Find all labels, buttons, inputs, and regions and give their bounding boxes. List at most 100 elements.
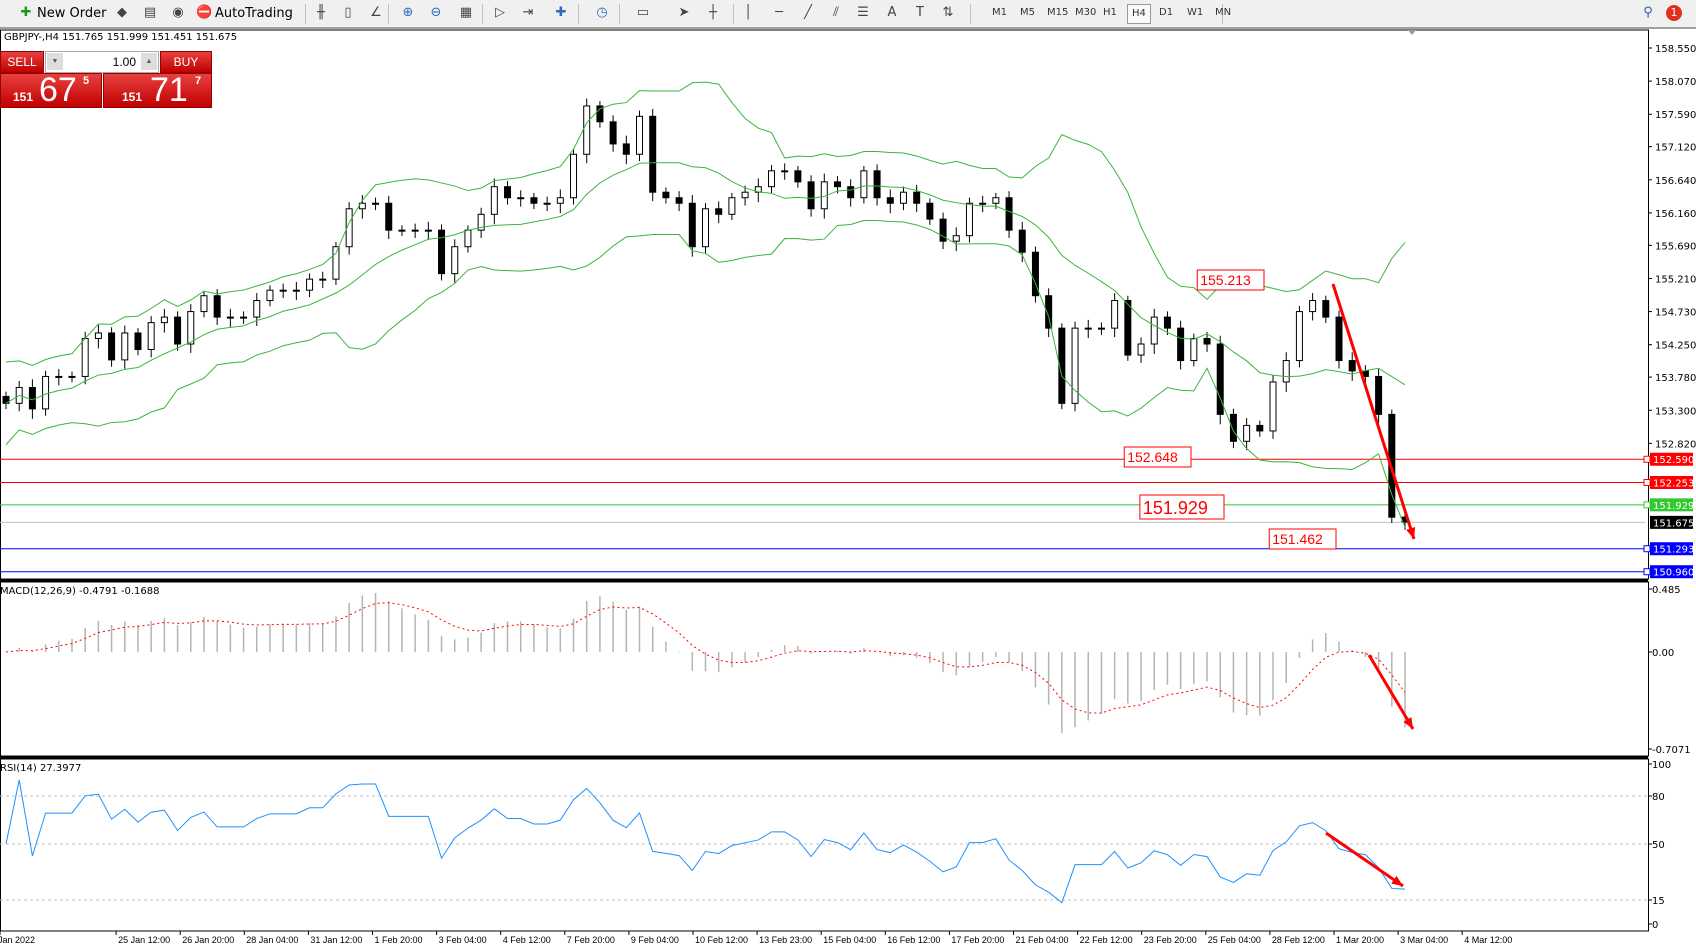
candle (438, 224, 446, 281)
price-line-label: 152.253 (1653, 478, 1694, 489)
fibonacci-button[interactable]: ☰ (855, 3, 874, 23)
bull-candle-body (424, 229, 432, 232)
bear-candle-body (134, 332, 142, 351)
timeframe-d1[interactable]: D1 (1159, 7, 1174, 18)
bull-candle-body (160, 316, 168, 324)
timeframe-m1[interactable]: M1 (992, 7, 1007, 18)
notifications-button[interactable]: 1 (1666, 3, 1682, 23)
timeframe-m5[interactable]: M5 (1020, 7, 1035, 18)
sell-price[interactable]: 151 67 5 (0, 71, 102, 109)
date-label: 25 Feb 04:00 (1208, 935, 1261, 945)
templates-button[interactable]: ▭ (635, 3, 654, 23)
candle (504, 180, 512, 205)
new-order-button[interactable]: ✚ New Order (18, 3, 107, 23)
bar-chart-button[interactable]: ╫ (313, 3, 332, 23)
periods-button[interactable]: ◷ (594, 3, 613, 23)
bull-candle-body (147, 322, 155, 351)
cursor-button[interactable]: ➤ (676, 3, 695, 23)
candle (741, 185, 749, 206)
bear-candle-body (833, 181, 841, 188)
candlestick-button[interactable]: ▯ (340, 3, 359, 23)
price-tick-label: 153.780 (1655, 373, 1696, 384)
search-button[interactable]: ⚲ (1640, 3, 1659, 23)
vertical-line-button[interactable]: │ (740, 3, 759, 23)
market-watch-button[interactable]: ◆ (114, 3, 133, 23)
text-button[interactable]: A (884, 3, 903, 23)
arrows-button[interactable]: ⇅ (940, 3, 959, 23)
signals-button[interactable]: ◉ (170, 3, 189, 23)
bull-candle-body (543, 202, 551, 205)
auto-scroll-button[interactable]: ▷ (492, 3, 511, 23)
bear-candle-body (939, 218, 947, 242)
candle (134, 328, 142, 356)
candle (1071, 321, 1079, 412)
bear-candle-body (1375, 375, 1383, 415)
price-annotation-box (1268, 528, 1337, 550)
bear-candle-body (108, 332, 116, 361)
timeframe-m15[interactable]: M15 (1047, 7, 1069, 18)
buy-price[interactable]: 151 71 7 (103, 71, 212, 109)
price-annotation-box (1123, 446, 1192, 468)
date-label: 16 Feb 12:00 (887, 935, 940, 945)
tile-windows-button[interactable]: ▦ (458, 3, 477, 23)
lot-increase-button[interactable]: ▲ (141, 53, 157, 70)
bull-candle-body (464, 229, 472, 248)
bull-candle-body (187, 311, 195, 345)
timeframe-m30[interactable]: M30 (1075, 7, 1097, 18)
timeframe-h1[interactable]: H1 (1103, 7, 1117, 18)
date-label: 10 Feb 12:00 (695, 935, 748, 945)
macd-tick-label: 0.00 (1652, 648, 1674, 659)
price-annotation: 155.213 (1200, 272, 1251, 288)
horizontal-line-button[interactable]: ─ (771, 3, 790, 23)
toolbar-separator (482, 4, 483, 24)
rsi-tick-label: 0 (1652, 920, 1658, 931)
line-chart-button[interactable]: ∠ (368, 3, 387, 23)
crosshair-button[interactable]: ┼ (705, 3, 724, 23)
price-annotation-box (1139, 494, 1225, 520)
lot-decrease-button[interactable]: ▼ (47, 53, 63, 70)
timeframe-h4[interactable]: H4 (1127, 4, 1151, 24)
sell-button[interactable]: SELL (0, 51, 44, 73)
navigator-button[interactable]: ▤ (142, 3, 161, 23)
bear-candle-body (609, 121, 617, 145)
zoom-in-button[interactable]: ⊕ (400, 3, 419, 23)
trendline-button[interactable]: ╱ (800, 3, 819, 23)
indicators-button[interactable]: ✚ (553, 3, 572, 23)
vertical-line-icon: │ (744, 5, 752, 20)
chart-shift-icon: ⇥ (522, 5, 534, 20)
bull-candle-body (266, 289, 274, 302)
candle (583, 98, 591, 164)
date-label: 1 Feb 20:00 (375, 935, 423, 945)
lot-input[interactable]: ▼ 1.00 ▲ (45, 51, 159, 73)
timeframe-w1[interactable]: W1 (1187, 7, 1204, 18)
zoom-out-button[interactable]: ⊖ (428, 3, 447, 23)
price-annotation: 151.462 (1272, 531, 1323, 547)
timeframe-mn[interactable]: MN (1215, 7, 1232, 18)
autotrading-button[interactable]: ⛔ AutoTrading (196, 5, 293, 21)
equidistant-channel-button[interactable]: ⫽ (828, 3, 847, 23)
bull-candle-body (1084, 327, 1092, 330)
candle (767, 165, 775, 194)
equidistant-channel-icon: ⫽ (833, 5, 839, 20)
candle (187, 304, 195, 353)
candle (292, 281, 300, 301)
bull-candle-body (451, 246, 459, 275)
red-arrow (1331, 283, 1416, 540)
buy-button[interactable]: BUY (160, 51, 212, 73)
bear-candle-body (1005, 197, 1013, 231)
text-label-button[interactable]: T (912, 3, 931, 23)
rsi-tick-label: 100 (1652, 760, 1671, 771)
chart-shift-button[interactable]: ⇥ (520, 3, 539, 23)
bear-candle-body (174, 316, 182, 345)
bull-candle-body (979, 202, 987, 205)
bull-candle-body (292, 289, 300, 292)
bull-candle-body (332, 246, 340, 280)
text-label-icon: T (916, 5, 924, 20)
bull-candle-body (55, 375, 63, 378)
candle (55, 369, 63, 386)
price-tick-label: 158.550 (1655, 44, 1696, 55)
price-line-handle (1643, 501, 1651, 509)
candle (1282, 352, 1290, 392)
bull-candle-body (42, 375, 50, 410)
